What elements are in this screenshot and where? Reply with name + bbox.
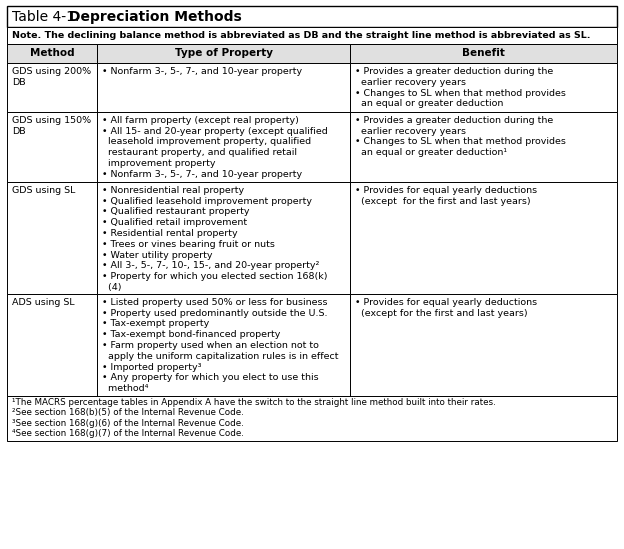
Text: Table 4-1.: Table 4-1.	[12, 10, 84, 24]
Text: • Provides for equal yearly deductions
  (except for the first and last years): • Provides for equal yearly deductions (…	[356, 298, 537, 318]
Bar	[351, 44, 617, 63]
Text: ¹The MACRS percentage tables in Appendix A have the switch to the straight line : ¹The MACRS percentage tables in Appendix…	[12, 398, 495, 407]
Bar	[351, 112, 617, 182]
Text: • Nonfarm 3-, 5-, 7-, and 10-year property: • Nonfarm 3-, 5-, 7-, and 10-year proper…	[102, 67, 303, 76]
Bar	[7, 182, 97, 294]
Bar	[7, 44, 97, 63]
Text: • Provides a greater deduction during the
  earlier recovery years
• Changes to : • Provides a greater deduction during th…	[356, 116, 567, 157]
Text: GDS using SL: GDS using SL	[12, 186, 76, 195]
Bar	[7, 395, 617, 441]
Text: • Nonresidential real property
• Qualified leasehold improvement property
• Qual: • Nonresidential real property • Qualifi…	[102, 186, 328, 292]
Bar	[351, 63, 617, 112]
Text: ⁴See section 168(g)(7) of the Internal Revenue Code.: ⁴See section 168(g)(7) of the Internal R…	[12, 429, 244, 438]
Text: Depreciation Methods: Depreciation Methods	[69, 10, 242, 24]
Text: GDS using 200%
DB: GDS using 200% DB	[12, 67, 91, 87]
Text: • Listed property used 50% or less for business
• Property used predominantly ou: • Listed property used 50% or less for b…	[102, 298, 339, 393]
Bar	[97, 294, 351, 395]
Bar	[7, 6, 617, 27]
Bar	[351, 294, 617, 395]
Bar	[97, 44, 351, 63]
Text: Benefit: Benefit	[462, 48, 505, 59]
Bar	[7, 112, 97, 182]
Text: • All farm property (except real property)
• All 15- and 20-year property (excep: • All farm property (except real propert…	[102, 116, 328, 179]
Bar	[351, 182, 617, 294]
Text: GDS using 150%
DB: GDS using 150% DB	[12, 116, 91, 136]
Text: ²See section 168(b)(5) of the Internal Revenue Code.: ²See section 168(b)(5) of the Internal R…	[12, 408, 244, 417]
Text: ADS using SL: ADS using SL	[12, 298, 75, 307]
Bar	[7, 294, 97, 395]
Text: • Provides a greater deduction during the
  earlier recovery years
• Changes to : • Provides a greater deduction during th…	[356, 67, 567, 108]
Text: • Provides for equal yearly deductions
  (except  for the first and last years): • Provides for equal yearly deductions (…	[356, 186, 537, 206]
Text: Note. The declining balance method is abbreviated as DB and the straight line me: Note. The declining balance method is ab…	[12, 31, 590, 40]
Text: Method: Method	[30, 48, 74, 59]
Bar	[97, 63, 351, 112]
Bar	[97, 112, 351, 182]
Text: ³See section 168(g)(6) of the Internal Revenue Code.: ³See section 168(g)(6) of the Internal R…	[12, 418, 244, 428]
Bar	[7, 63, 97, 112]
Bar	[7, 27, 617, 44]
Bar	[97, 182, 351, 294]
Text: Type of Property: Type of Property	[175, 48, 273, 59]
